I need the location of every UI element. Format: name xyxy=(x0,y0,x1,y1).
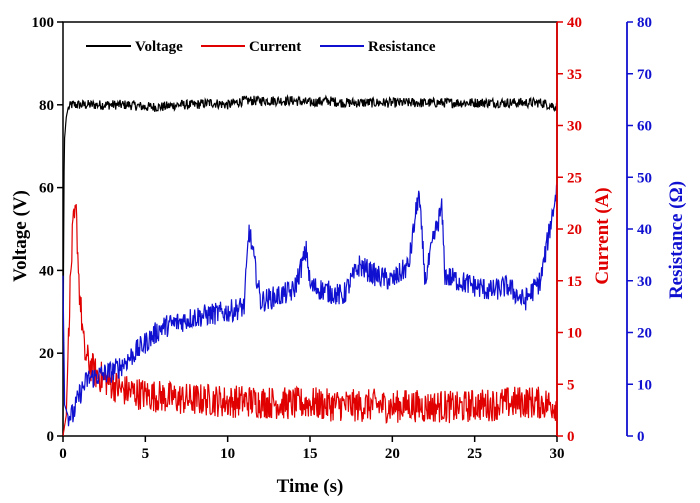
current-tick-label: 35 xyxy=(567,67,582,83)
x-tick-label: 20 xyxy=(385,446,400,462)
current-tick-label: 40 xyxy=(567,15,582,31)
voltage-tick-label: 80 xyxy=(39,98,54,114)
series-line-current xyxy=(62,204,558,437)
current-tick-label: 0 xyxy=(567,429,575,445)
left-axis-title: Voltage (V) xyxy=(10,190,31,282)
series-layer xyxy=(62,93,558,437)
resistance-tick-label: 50 xyxy=(637,170,652,186)
current-tick-label: 10 xyxy=(567,326,582,342)
x-tick-label: 25 xyxy=(467,446,482,462)
voltage-tick-label: 40 xyxy=(39,263,54,279)
legend-label-resistance: Resistance xyxy=(368,39,436,55)
current-tick-label: 30 xyxy=(567,119,582,135)
resistance-tick-label: 20 xyxy=(637,326,652,342)
x-tick-label: 5 xyxy=(142,446,150,462)
plot-frame xyxy=(62,21,558,437)
current-tick-label: 5 xyxy=(567,377,575,393)
voltage-tick-label: 100 xyxy=(32,15,55,31)
voltage-tick-label: 60 xyxy=(39,181,54,197)
resistance-tick-label: 40 xyxy=(637,222,652,238)
legend-label-current: Current xyxy=(249,39,301,55)
voltage-tick-label: 20 xyxy=(39,346,54,362)
voltage-tick-label: 0 xyxy=(47,429,55,445)
current-tick-label: 15 xyxy=(567,274,582,290)
x-axis-title: Time (s) xyxy=(277,476,344,497)
resistance-tick-label: 60 xyxy=(637,119,652,135)
series-line-resistance xyxy=(62,184,558,427)
series-line-voltage xyxy=(62,93,558,437)
legend: Voltage Current Resistance xyxy=(86,39,436,55)
x-tick-label: 30 xyxy=(550,446,565,462)
plot-area xyxy=(62,21,558,437)
legend-label-voltage: Voltage xyxy=(135,39,183,55)
resistance-tick-label: 0 xyxy=(637,429,645,445)
current-tick-label: 25 xyxy=(567,170,582,186)
current-tick-label: 20 xyxy=(567,222,582,238)
resistance-tick-label: 70 xyxy=(637,67,652,83)
current-axis-title: Current (A) xyxy=(592,187,613,284)
x-tick-label: 0 xyxy=(59,446,67,462)
resistance-tick-label: 10 xyxy=(637,377,652,393)
resistance-axis-title: Resistance (Ω) xyxy=(666,181,687,299)
x-tick-label: 10 xyxy=(220,446,235,462)
axes-layer: 0 5 10 15 20 25 300204060801000510152025303540… xyxy=(32,15,653,462)
resistance-tick-label: 30 xyxy=(637,274,652,290)
x-tick-label: 15 xyxy=(303,446,318,462)
resistance-tick-label: 80 xyxy=(637,15,652,31)
